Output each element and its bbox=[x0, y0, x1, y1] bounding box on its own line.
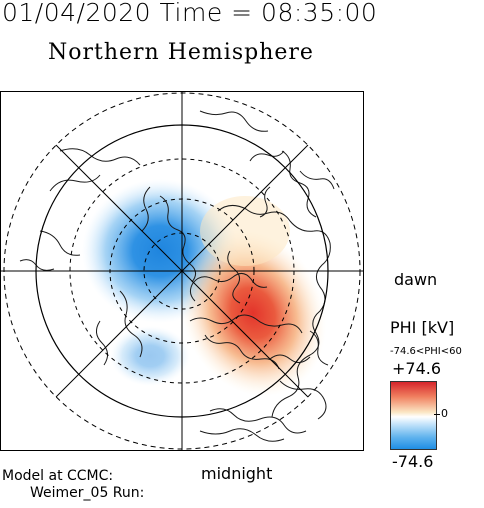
polar-map bbox=[0, 91, 364, 451]
run-label: Weimer_05 Run: bbox=[30, 485, 145, 501]
midnight-label: midnight bbox=[201, 464, 273, 483]
meridian-lines bbox=[1, 92, 363, 450]
dawn-label: dawn bbox=[394, 270, 438, 289]
polar-map-svg bbox=[0, 91, 364, 451]
map-border bbox=[0, 91, 364, 451]
colorbar-title: PHI [kV] bbox=[390, 318, 455, 337]
colorbar-range-text: -74.6<PHI<60 bbox=[390, 346, 462, 357]
timestamp-title: 01/04/2020 Time = 08:35:00 bbox=[2, 0, 378, 27]
coastlines bbox=[19, 110, 335, 442]
colorbar-zero-label: 0 bbox=[441, 407, 448, 420]
hemisphere-title: Northern Hemisphere bbox=[48, 40, 314, 65]
colorbar-gradient bbox=[390, 381, 437, 450]
colorbar-zero-tick bbox=[434, 414, 440, 415]
colorbar-min-label: -74.6 bbox=[392, 452, 434, 471]
model-label: Model at CCMC: bbox=[2, 468, 114, 484]
colorbar-max-label: +74.6 bbox=[392, 359, 442, 378]
